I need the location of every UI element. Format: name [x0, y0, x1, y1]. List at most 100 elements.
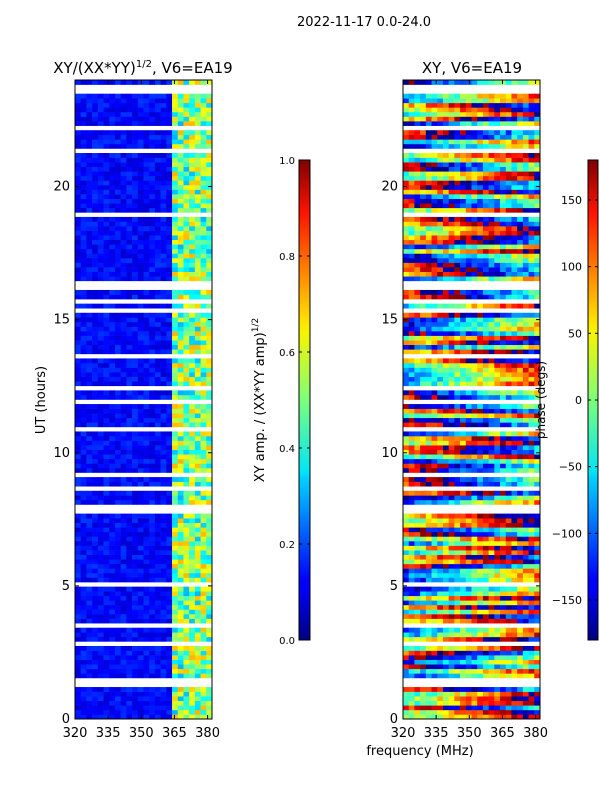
amplitude-cell [177, 258, 184, 263]
amplitude-cell [177, 467, 184, 473]
amplitude-cell [120, 349, 127, 355]
phase-cell [471, 664, 478, 670]
phase-cell [460, 422, 467, 428]
amplitude-cell [75, 244, 82, 250]
amplitude-cell [109, 194, 116, 199]
amplitude-cell [183, 381, 190, 387]
amplitude-cell [92, 248, 99, 254]
amplitude-cell [97, 659, 104, 665]
phase-cell [437, 367, 444, 373]
phase-cell [500, 477, 507, 482]
amplitude-cell [206, 184, 213, 190]
phase-cell [408, 340, 415, 346]
phase-cell [488, 417, 495, 423]
phase-cell [511, 317, 518, 323]
amplitude-cell [126, 714, 133, 720]
phase-cell [442, 445, 449, 450]
amplitude-cell [109, 143, 116, 149]
phase-cell [437, 655, 444, 660]
phase-cell [505, 344, 512, 350]
amplitude-cell [114, 349, 121, 355]
amplitude-cell [137, 431, 144, 437]
phase-cell [448, 317, 455, 323]
amplitude-cell [132, 271, 139, 277]
amplitude-cell [137, 248, 144, 254]
phase-cell [465, 668, 472, 674]
amplitude-cell [172, 499, 179, 505]
phase-cell [442, 559, 449, 565]
amplitude-cell [194, 331, 201, 336]
phase-cell [425, 258, 432, 263]
amplitude-cell [120, 559, 127, 565]
amplitude-cell [126, 130, 133, 136]
amplitude-cell [75, 545, 82, 551]
amplitude-cell [172, 609, 179, 615]
phase-cell [482, 495, 489, 501]
phase-cell [477, 321, 484, 327]
amplitude-cell [143, 636, 150, 642]
phase-cell [465, 317, 472, 323]
phase-cell [465, 705, 472, 711]
amplitude-cell [80, 700, 87, 706]
phase-cell [511, 705, 518, 711]
phase-cell [494, 513, 501, 519]
phase-cell [408, 527, 415, 533]
phase-cell [522, 632, 529, 638]
amplitude-cell [194, 554, 201, 560]
amplitude-cell [114, 162, 121, 168]
amplitude-cell [149, 499, 156, 505]
phase-cell [442, 632, 449, 638]
amplitude-cell [103, 157, 110, 163]
amplitude-cell [97, 481, 104, 487]
amplitude-cell [132, 618, 139, 624]
amplitude-cell [143, 362, 150, 368]
amplitude-cell [132, 591, 139, 597]
phase-cell [471, 563, 478, 569]
phase-cell [425, 253, 432, 259]
amplitude-cell [114, 344, 121, 350]
amplitude-cell [97, 577, 104, 583]
amplitude-cell [75, 413, 82, 419]
amplitude-cell [92, 321, 99, 327]
amplitude-cell [149, 522, 156, 528]
amplitude-cell [86, 531, 93, 537]
amplitude-cell [92, 595, 99, 601]
amplitude-cell [120, 271, 127, 277]
phase-cell [465, 563, 472, 569]
phase-cell [465, 545, 472, 551]
amplitude-cell [172, 271, 179, 277]
amplitude-cell [92, 522, 99, 528]
phase-cell [477, 490, 484, 496]
amplitude-cell [200, 440, 207, 446]
phase-cell [471, 271, 478, 277]
phase-cell [431, 627, 438, 633]
amplitude-cell [172, 248, 179, 254]
amplitude-cell [120, 417, 127, 423]
phase-cell [425, 536, 432, 542]
phase-cell [420, 394, 427, 400]
amplitude-cell [143, 93, 150, 99]
amplitude-cell [80, 235, 87, 241]
amplitude-cell [160, 714, 167, 720]
phase-cell [500, 454, 507, 460]
amplitude-cell [75, 417, 82, 423]
amplitude-cell [206, 226, 213, 231]
phase-cell [500, 289, 507, 295]
amplitude-cell [97, 276, 104, 282]
phase-cell [500, 705, 507, 711]
phase-cell [408, 490, 415, 496]
amplitude-cell [126, 157, 133, 163]
phase-cell [465, 376, 472, 382]
amplitude-cell [126, 687, 133, 692]
phase-cell [403, 554, 410, 560]
phase-cell [442, 522, 449, 528]
amplitude-cell [103, 248, 110, 254]
amplitude-cell [92, 134, 99, 140]
phase-cell [420, 595, 427, 601]
phase-cell [488, 650, 495, 656]
amplitude-cell [166, 372, 173, 377]
amplitude-cell [132, 645, 139, 651]
amplitude-cell [177, 577, 184, 583]
phase-cell [488, 294, 495, 300]
amplitude-cell [166, 207, 173, 213]
